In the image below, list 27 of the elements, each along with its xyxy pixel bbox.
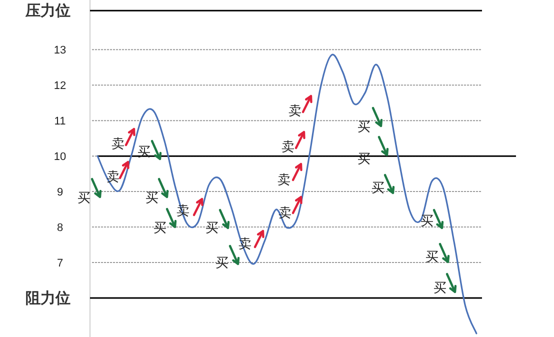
annotation: 买	[426, 249, 438, 264]
ref-line-label: 阻力位	[26, 290, 70, 307]
text: 买	[78, 190, 90, 205]
annotation: 买	[358, 119, 370, 134]
annotation: 买	[216, 255, 228, 270]
annotation: 卖	[112, 136, 124, 151]
y-tick-label: 10	[54, 151, 66, 164]
y-tick-label: 8	[56, 222, 64, 234]
annotation: 买	[434, 280, 446, 295]
y-tick-label: 12	[54, 80, 66, 92]
annotation: 卖	[282, 139, 294, 154]
y-tick-label: 11	[54, 116, 66, 128]
annotation: 卖	[278, 205, 292, 220]
annotation: 卖	[106, 169, 120, 184]
y-tick-label: 13	[54, 44, 66, 57]
y-tick-label: 9	[56, 186, 64, 199]
annotation: 买	[146, 190, 158, 205]
annotation: 买	[138, 144, 150, 159]
y-tick-label: 7	[56, 258, 64, 270]
ref-line-label: 压力位	[24, 2, 70, 20]
annotation: 买	[420, 213, 434, 228]
line-series	[96, 54, 478, 334]
annotation: 卖	[278, 172, 290, 187]
annotation: 买	[372, 180, 384, 195]
annotation: 买	[154, 220, 166, 235]
annotation: 卖	[288, 103, 302, 118]
annotation: 买	[206, 220, 218, 235]
